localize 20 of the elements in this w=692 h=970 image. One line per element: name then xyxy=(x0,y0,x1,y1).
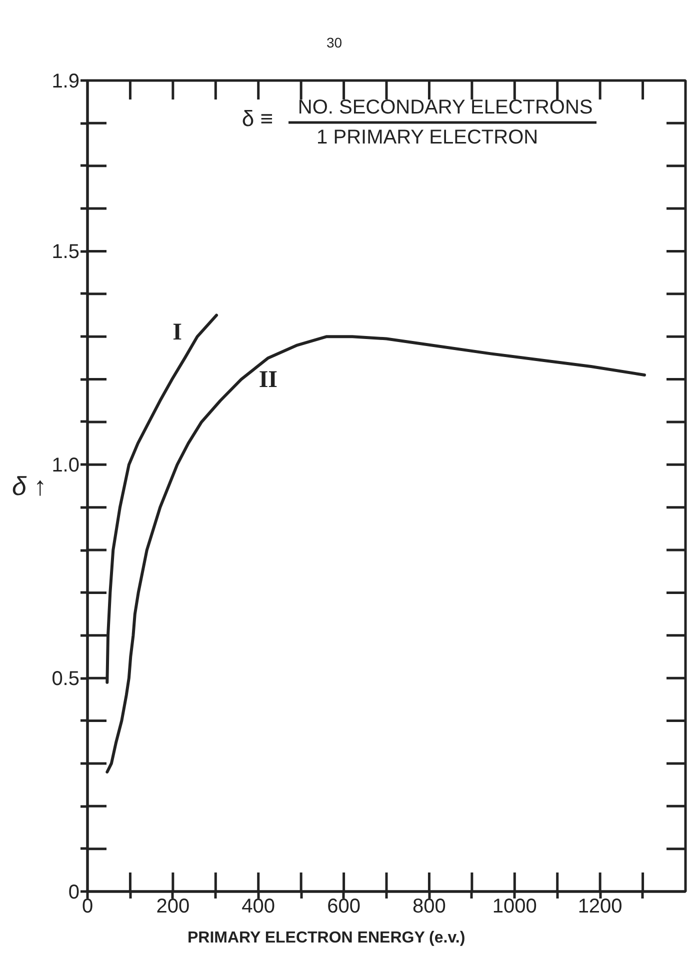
text: 30 xyxy=(326,34,342,50)
x-tick-label: 1000 xyxy=(492,896,537,918)
y-tick-label: 0 xyxy=(68,882,80,904)
x-axis-title: PRIMARY ELECTRON ENERGY (e.v.) xyxy=(188,930,466,946)
y-tick-label: 1.0 xyxy=(52,454,80,477)
x-tick-label: 0 xyxy=(82,896,94,918)
series-label: I xyxy=(172,320,182,346)
y-axis-title: δ ↑ xyxy=(12,471,47,501)
x-tick-label: 600 xyxy=(327,896,360,918)
y-tick-label: 1.5 xyxy=(52,241,80,264)
y-tick-label: 1.9 xyxy=(52,70,80,92)
x-tick-label: 1200 xyxy=(578,896,622,918)
annotation: 1 PRIMARY ELECTRON xyxy=(316,126,538,148)
x-tick-label: 400 xyxy=(242,896,276,918)
series-label: II xyxy=(258,366,278,393)
x-tick-label: 200 xyxy=(156,896,190,918)
annotation: δ ≡ xyxy=(242,106,274,131)
y-tick-label: 0.5 xyxy=(52,668,80,690)
x-tick-label: 800 xyxy=(412,896,446,918)
annotation: NO. SECONDARY ELECTRONS xyxy=(298,96,593,118)
